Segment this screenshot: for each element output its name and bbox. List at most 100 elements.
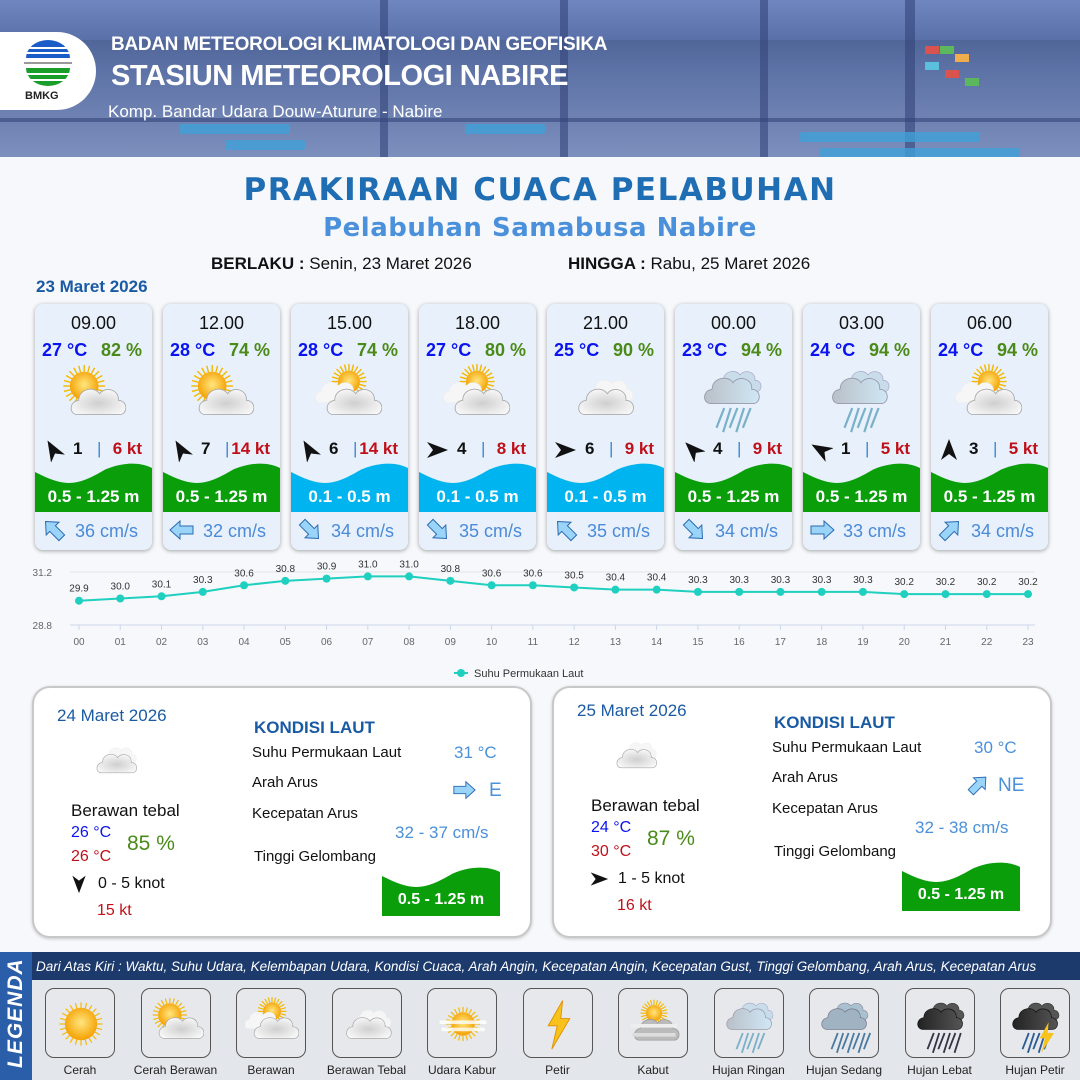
forecast-time: 18.00 [454, 313, 501, 333]
data-label: 30.4 [606, 573, 626, 584]
x-tick-label: 12 [569, 637, 581, 648]
legend-item-hujan-sedang [809, 988, 879, 1058]
data-label: 30.8 [276, 564, 296, 575]
humidity: 82 % [100, 340, 142, 360]
wind-direction-arrow-icon [809, 438, 834, 462]
air-temperature: 25 °C [554, 340, 600, 360]
separator: | [737, 439, 742, 458]
wind-direction-arrow-icon [69, 874, 89, 894]
current-speed-label: Kecepatan Arus [772, 800, 878, 817]
wind-speed-range: 1 - 5 knot [618, 870, 685, 887]
forecast-card: 15.00 28 °C 74 % 6 | 14 kt 0.1 - 0.5 m 3… [291, 304, 408, 550]
data-point [900, 590, 909, 599]
current-speed: 35 cm/s [587, 521, 651, 541]
panel-date: 25 Maret 2026 [577, 701, 687, 720]
wind-speed: 6 [585, 439, 595, 458]
legend-item-cerah-berawan [140, 988, 211, 1058]
data-label: 30.6 [482, 568, 502, 579]
legend-item-label: Cerah Berawan [133, 1063, 218, 1077]
legend: LEGENDA Dari Atas Kiri : Waktu, Suhu Uda… [0, 952, 1080, 1080]
data-point [776, 587, 785, 596]
separator: | [97, 439, 102, 458]
current-direction-label: Arah Arus [252, 774, 318, 791]
current-speed-value: 32 - 37 cm/s [395, 823, 489, 842]
separator: | [865, 439, 870, 458]
wind-direction-arrow-icon [681, 438, 706, 463]
air-temperature: 28 °C [170, 340, 216, 360]
data-label: 30.3 [193, 575, 213, 586]
legend-item-berawan [236, 988, 306, 1058]
data-point [1024, 590, 1032, 599]
legend-item-label: Petir [545, 1063, 570, 1077]
data-label: 30.9 [317, 562, 337, 573]
humidity: 80 % [484, 340, 526, 360]
legend-item-label: Hujan Ringan [712, 1063, 785, 1077]
berawan-tebal-weather-icon [92, 736, 140, 792]
berawan-weather-icon [443, 364, 511, 439]
data-point [240, 581, 249, 590]
data-label: 30.2 [1018, 577, 1038, 588]
sea-condition-heading: KONDISI LAUT [774, 713, 895, 732]
data-point [198, 587, 207, 596]
humidity: 94 % [868, 340, 910, 360]
current-direction-arrow-icon [937, 517, 963, 543]
series-line [78, 575, 1028, 602]
data-label: 30.6 [523, 568, 543, 579]
data-point [157, 592, 166, 601]
wave-height-label: Tinggi Gelombang [254, 848, 377, 865]
forecast-card: 03.00 24 °C 94 % 1 | 5 kt 0.5 - 1.25 m 3… [803, 304, 920, 550]
data-label: 30.3 [812, 575, 832, 586]
hujan-ringan-weather-icon [828, 364, 894, 439]
x-tick-label: 07 [362, 637, 374, 648]
data-label: 30.3 [771, 575, 791, 586]
agency-name: BADAN METEOROLOGI KLIMATOLOGI DAN GEOFIS… [111, 34, 608, 55]
data-label: 30.6 [234, 568, 254, 579]
wind-direction-arrow-icon [589, 869, 609, 889]
berawan-tebal-weather-icon [572, 364, 638, 439]
x-tick-label: 16 [734, 637, 746, 648]
legend-item-udara-kabur [427, 988, 497, 1058]
forecast-time: 12.00 [198, 313, 245, 333]
gust-speed: 14 kt [359, 439, 398, 458]
wave-height-value: 0.5 - 1.25 m [397, 891, 485, 908]
wave-icon [35, 462, 152, 512]
data-point [735, 587, 744, 596]
air-temperature: 28 °C [298, 340, 344, 360]
day1-date: 23 Maret 2026 [36, 277, 148, 296]
current-direction-label: Arah Arus [772, 769, 838, 786]
gust-speed: 5 kt [880, 439, 910, 458]
humidity: 74 % [228, 340, 270, 360]
wind-direction-arrow-icon [41, 438, 65, 463]
humidity: 74 % [356, 340, 398, 360]
separator: | [609, 439, 614, 458]
air-temperature: 27 °C [42, 340, 88, 360]
wind-speed: 3 [969, 439, 979, 458]
x-tick-label: 02 [156, 637, 168, 648]
data-label: 30.8 [441, 564, 461, 575]
forecast-card: 18.00 27 °C 80 % 4 | 8 kt 0.1 - 0.5 m 35… [419, 304, 536, 550]
wave-height: 0.5 - 1.25 m [175, 487, 268, 506]
data-point [693, 587, 702, 596]
berawan-weather-icon [315, 364, 383, 439]
wave-height: 0.5 - 1.25 m [47, 487, 140, 506]
max-temperature: 26 °C [71, 848, 112, 865]
data-point [858, 587, 867, 596]
daily-forecast-panel: 25 Maret 2026 Berawan tebal 24 °C 30 °C … [552, 686, 1052, 938]
x-tick-label: 18 [816, 637, 828, 648]
data-label: 30.3 [853, 575, 873, 586]
data-label: 30.0 [111, 582, 131, 593]
valid-from-label: BERLAKU : [211, 254, 305, 273]
humidity: 90 % [612, 340, 654, 360]
air-temperature: 27 °C [426, 340, 472, 360]
gust-speed: 5 kt [1008, 439, 1038, 458]
valid-from-value: Senin, 23 Maret 2026 [309, 254, 472, 273]
current-direction-value: E [489, 780, 502, 801]
data-point [446, 576, 455, 585]
x-tick-label: 10 [486, 637, 498, 648]
wind-direction-arrow-icon [553, 438, 577, 462]
x-tick-label: 14 [651, 637, 663, 648]
legend-item-petir [522, 988, 593, 1058]
gust-speed: 9 kt [624, 439, 654, 458]
current-direction-arrow-icon [681, 517, 707, 543]
data-point [982, 590, 991, 599]
